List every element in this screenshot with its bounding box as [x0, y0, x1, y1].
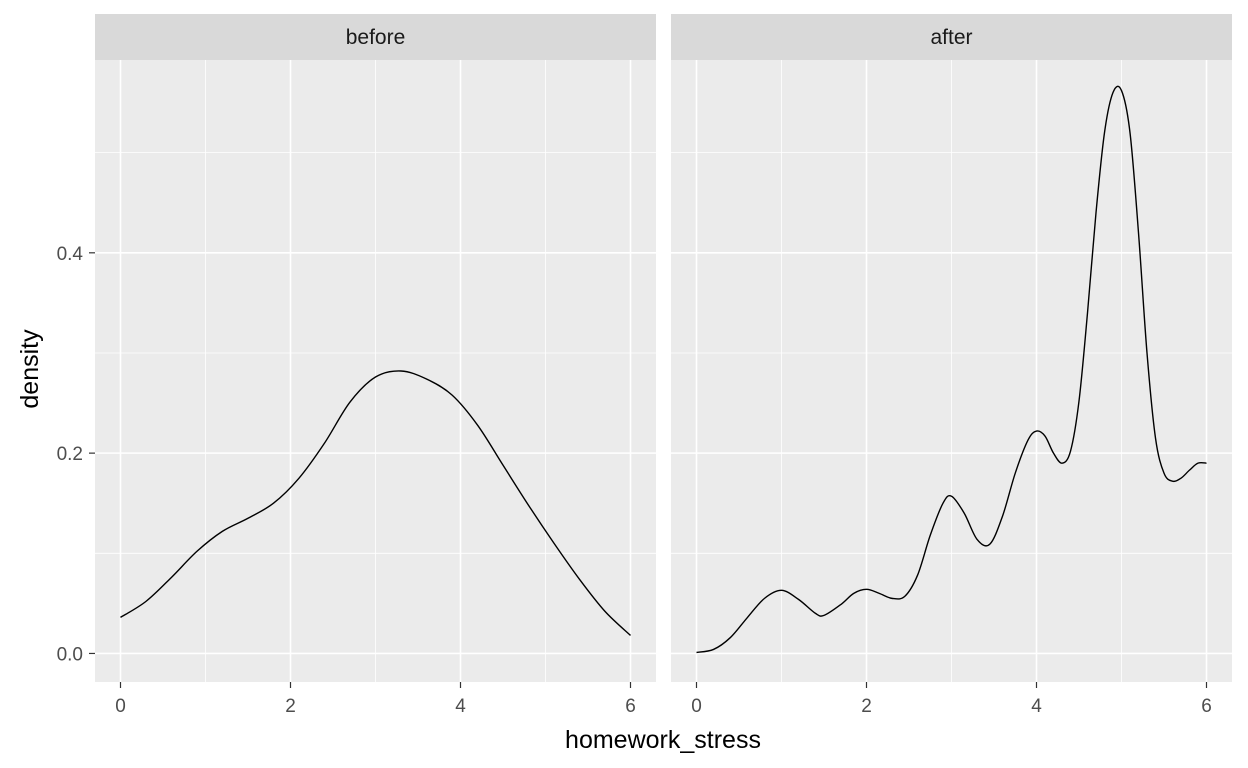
facet-strip-label: before [346, 26, 406, 49]
y-axis-title: density [16, 329, 44, 409]
y-tick-label: 0.4 [57, 244, 84, 265]
x-axis-title: homework_stress [565, 726, 761, 754]
x-tick-label: 4 [1031, 696, 1042, 717]
density-line-before [120, 370, 631, 636]
density-line-after [696, 85, 1207, 654]
facet-strip [671, 14, 1232, 60]
facet-strip-label: after [930, 26, 972, 49]
facet-panel-before: before [95, 14, 656, 682]
x-tick-label: 4 [455, 696, 466, 717]
y-axis: 0.0 0.2 0.4 [57, 244, 95, 665]
x-tick-label: 0 [691, 696, 702, 717]
facet-panels: before after [95, 14, 1232, 682]
facet-panel-after: after [671, 14, 1232, 682]
x-tick-label: 2 [285, 696, 296, 717]
y-tick-label: 0.2 [57, 444, 83, 465]
x-tick-label: 6 [625, 696, 636, 717]
x-axis-before: 0 2 4 6 [115, 682, 636, 717]
x-tick-label: 2 [861, 696, 872, 717]
y-tick-label: 0.0 [57, 644, 83, 665]
x-axis-after: 0 2 4 6 [691, 682, 1212, 717]
facet-strip [95, 14, 656, 60]
x-tick-label: 0 [115, 696, 126, 717]
x-axes: 0 2 4 6 0 2 4 6 [115, 682, 1212, 717]
x-tick-label: 6 [1201, 696, 1212, 717]
